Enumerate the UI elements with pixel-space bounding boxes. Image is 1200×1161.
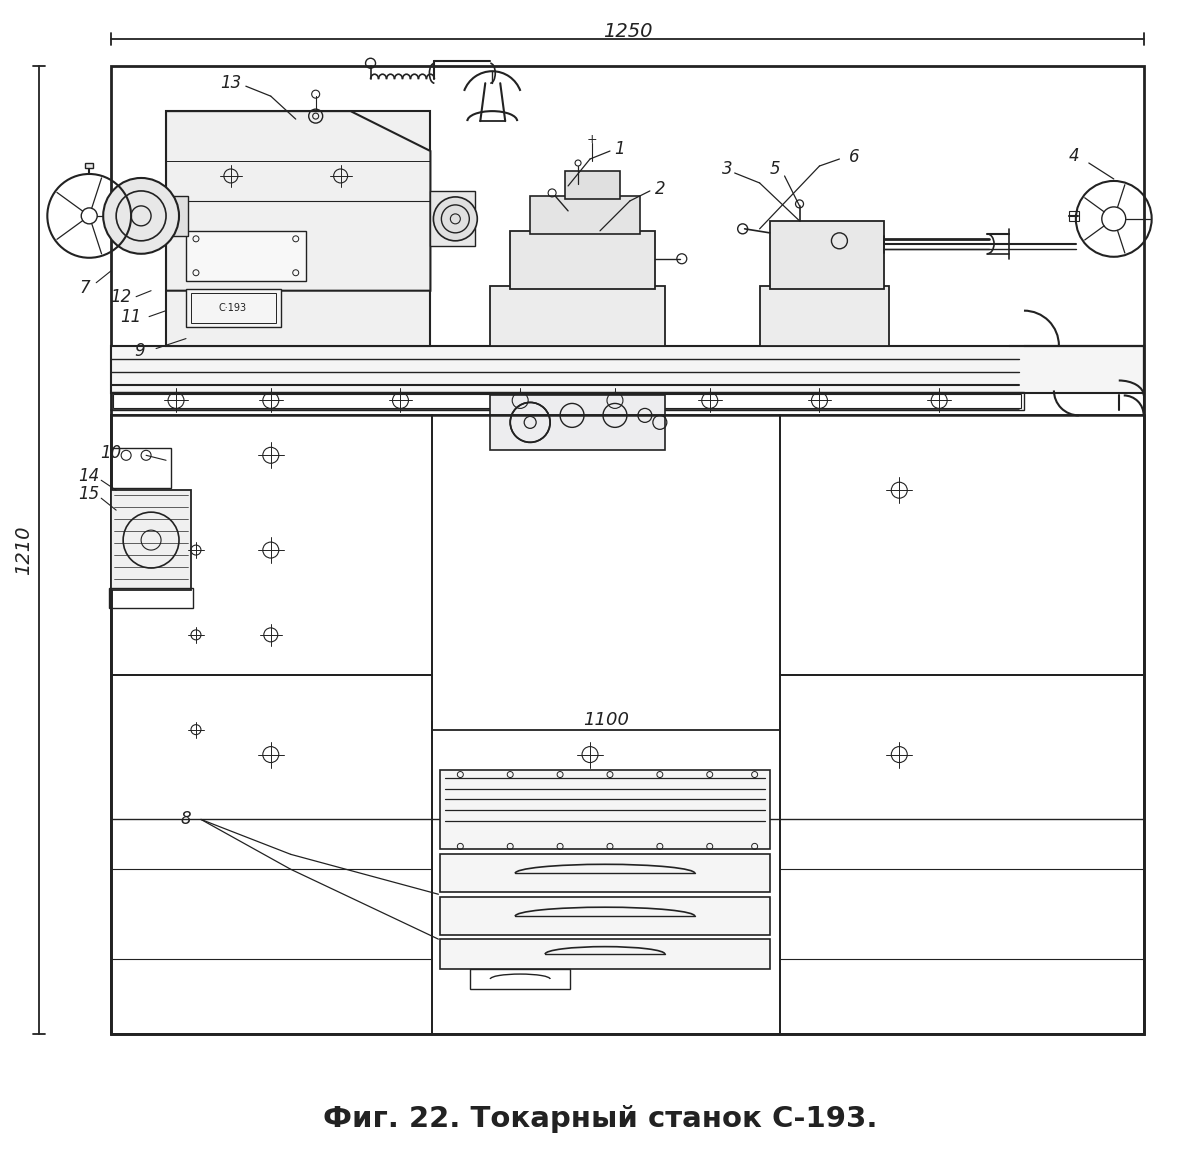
Text: 10: 10 (101, 445, 121, 462)
Text: 6: 6 (850, 147, 859, 166)
Bar (112, 66, 1144, 1034)
Polygon shape (166, 111, 431, 290)
Bar (186, 231, 306, 281)
Bar (432, 416, 780, 1034)
Bar (1069, 211, 1079, 221)
Bar (112, 392, 1024, 410)
Text: 8: 8 (181, 810, 191, 829)
Circle shape (433, 197, 478, 240)
Text: 1: 1 (614, 140, 625, 158)
Text: 1210: 1210 (14, 525, 32, 575)
Text: 13: 13 (221, 74, 241, 92)
Text: 3: 3 (722, 160, 733, 178)
Text: 1250: 1250 (604, 22, 653, 41)
Bar (186, 289, 281, 326)
Text: С·193: С·193 (218, 303, 247, 312)
Bar (440, 770, 769, 850)
Text: 7: 7 (80, 279, 90, 297)
Bar (109, 587, 193, 608)
Bar (530, 196, 640, 233)
Text: 11: 11 (120, 308, 142, 325)
Circle shape (103, 178, 179, 254)
Text: 12: 12 (110, 288, 132, 305)
Text: 1100: 1100 (583, 711, 629, 729)
Bar (166, 196, 188, 236)
Bar (769, 221, 884, 289)
Text: 2: 2 (654, 180, 665, 197)
Bar (85, 163, 94, 168)
Bar (491, 396, 665, 450)
Bar (440, 897, 769, 935)
Text: +: + (587, 132, 598, 145)
Bar (166, 111, 431, 346)
Text: 4: 4 (1068, 147, 1079, 165)
Bar (760, 286, 889, 346)
Bar (491, 286, 665, 346)
Bar (470, 969, 570, 989)
Bar (440, 854, 769, 893)
Bar (565, 171, 620, 199)
Bar (127, 208, 148, 224)
Text: 9: 9 (133, 341, 144, 360)
Bar (112, 416, 1144, 1034)
Bar (113, 395, 1021, 409)
Bar (112, 490, 191, 590)
Bar (112, 416, 432, 675)
Text: 5: 5 (769, 160, 780, 178)
Bar (191, 293, 276, 323)
Bar (112, 448, 172, 489)
Bar (780, 675, 1144, 1034)
Bar (112, 346, 1144, 394)
Text: 14: 14 (78, 467, 100, 485)
Bar (112, 675, 432, 1034)
Text: Фиг. 22. Токарный станок С-193.: Фиг. 22. Токарный станок С-193. (323, 1105, 877, 1133)
Bar (431, 190, 475, 246)
Bar (510, 231, 655, 289)
Bar (440, 939, 769, 969)
Bar (780, 416, 1144, 675)
Text: 15: 15 (78, 485, 100, 503)
